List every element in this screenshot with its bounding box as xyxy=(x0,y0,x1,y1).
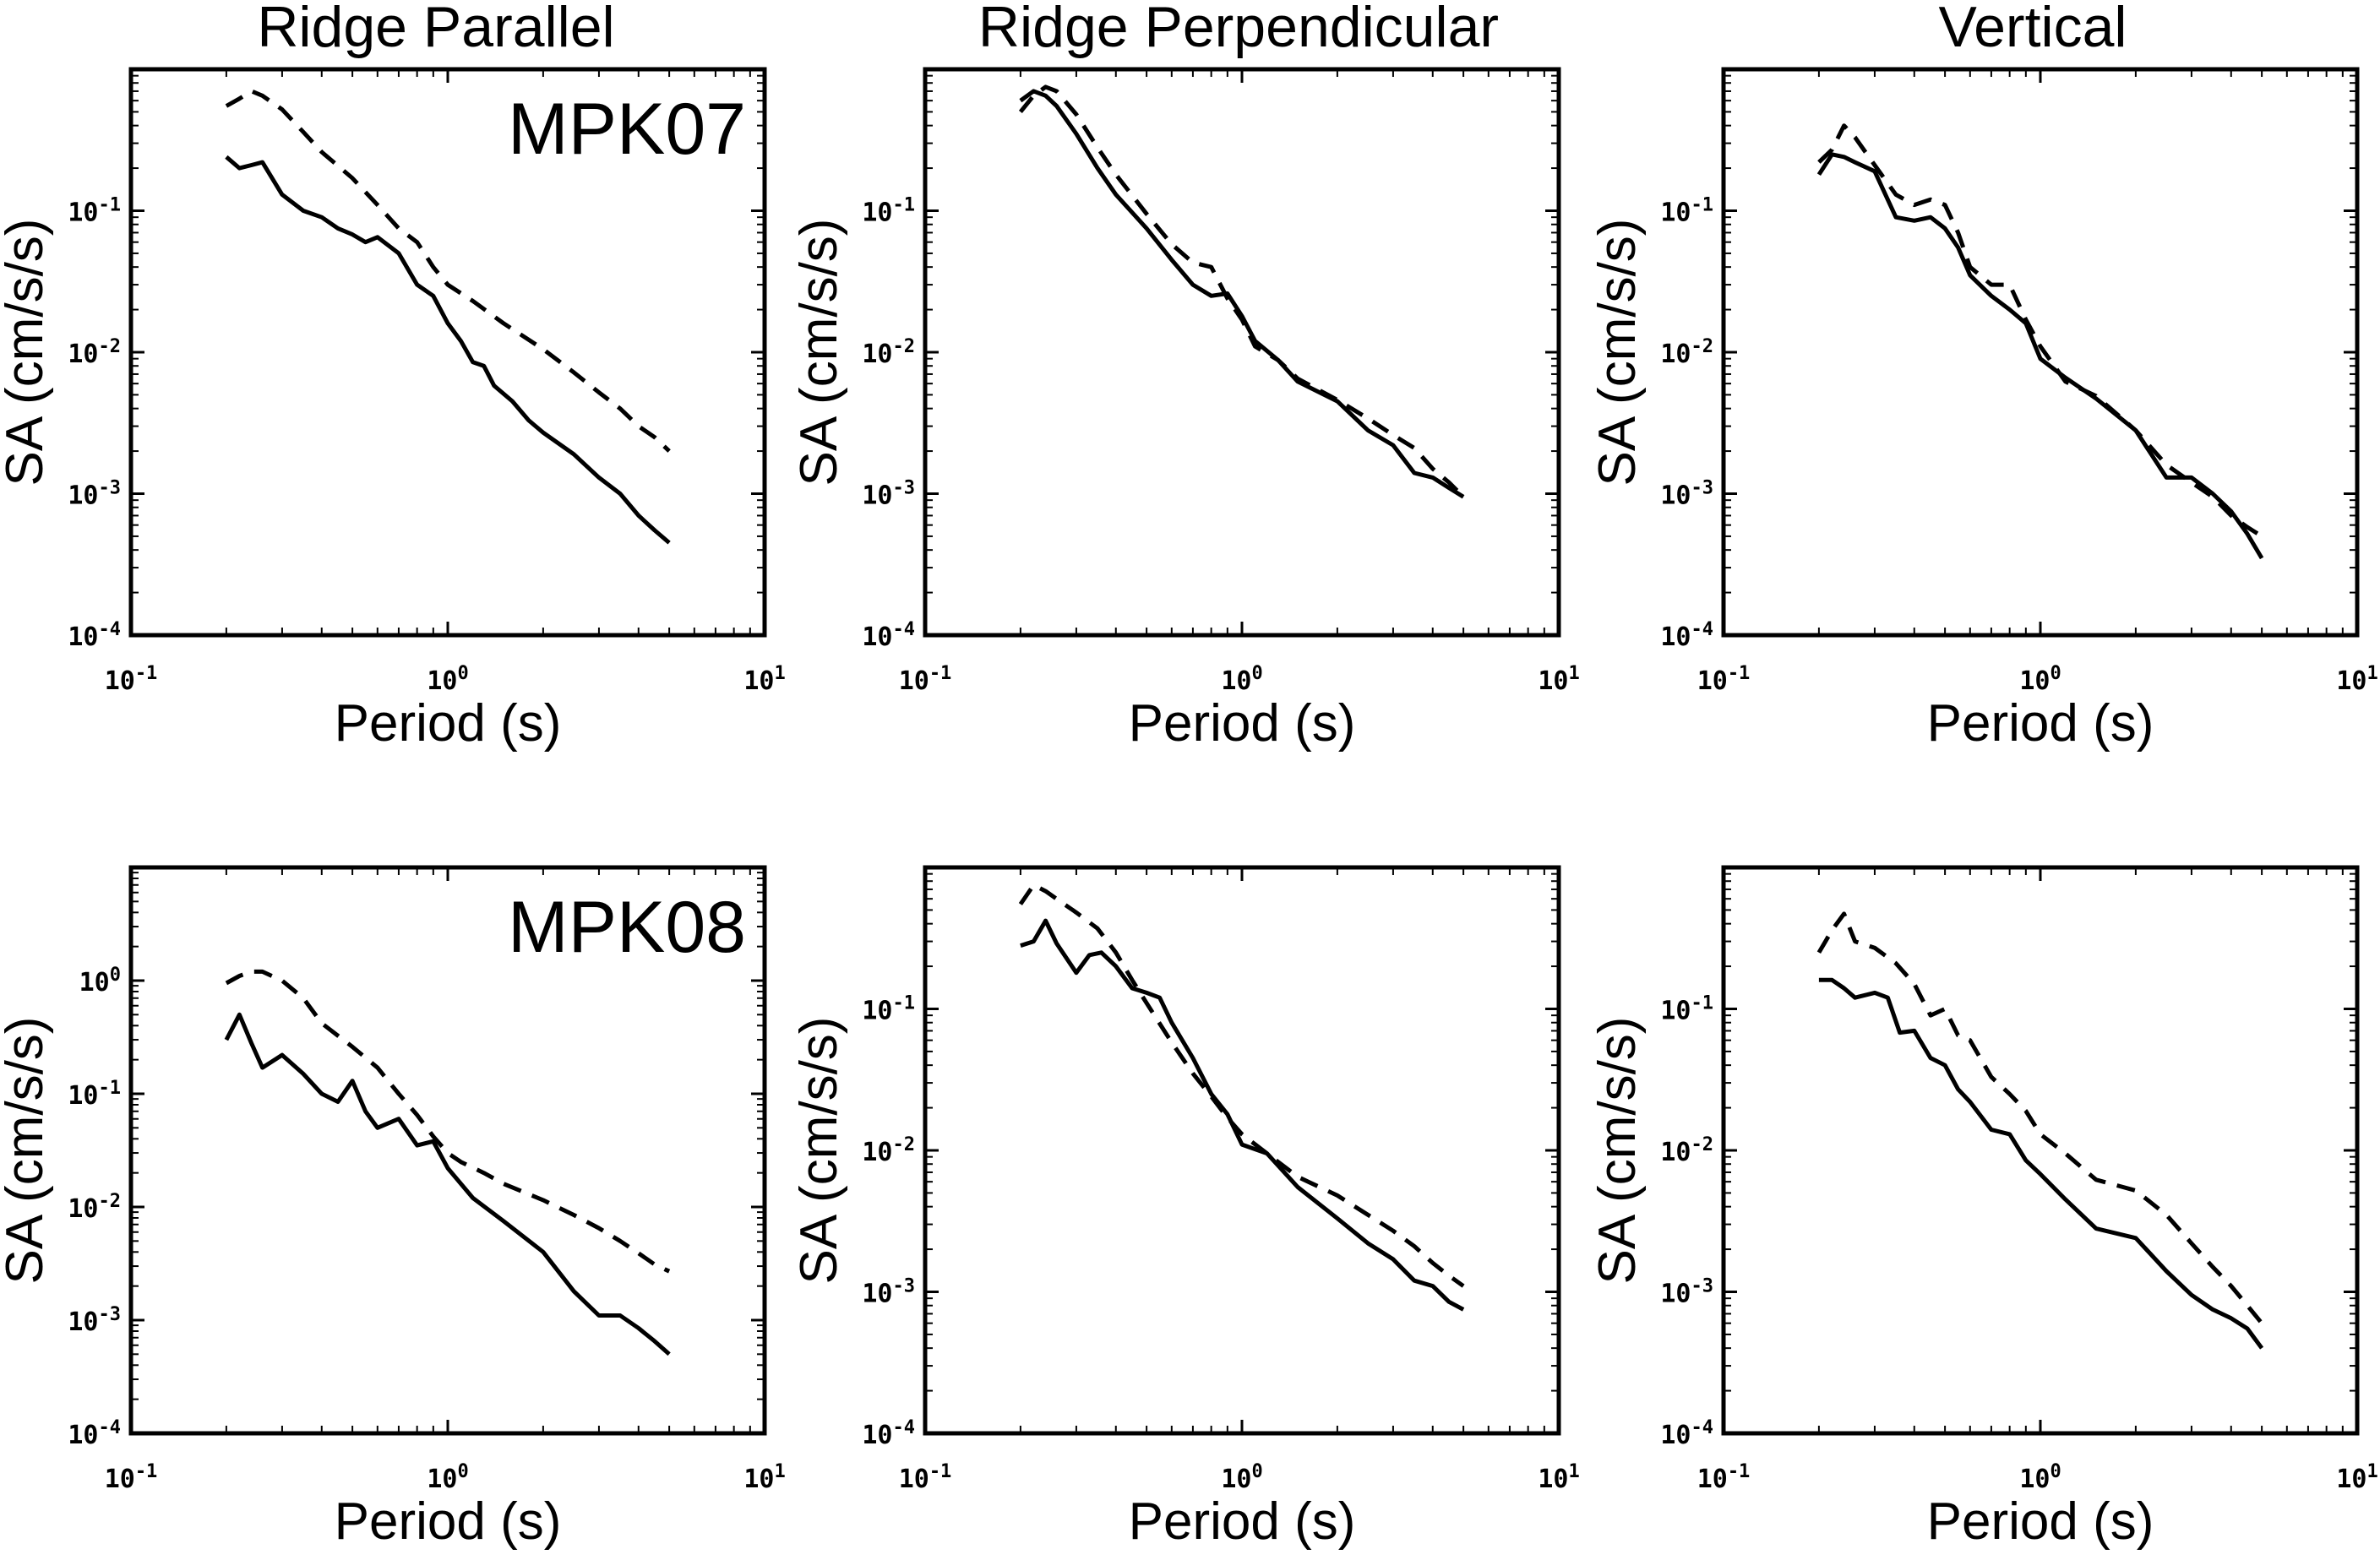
y-axis-label: SA (cm/s/s) xyxy=(0,219,54,486)
y-tick-label: 10-4 xyxy=(862,619,915,652)
x-tick-label: 100 xyxy=(427,1461,468,1494)
series-line-solid xyxy=(224,1012,671,1356)
x-tick-label: 101 xyxy=(1538,663,1579,696)
x-tick-label: 101 xyxy=(743,1461,785,1494)
y-tick-label: 10-1 xyxy=(862,195,915,228)
y-tick-label: 10-1 xyxy=(862,993,915,1026)
plot-frame xyxy=(128,865,767,1436)
plot-frame xyxy=(923,67,1561,638)
y-tick-label: 10-4 xyxy=(68,1417,121,1450)
y-tick-label: 10-3 xyxy=(68,1304,121,1337)
y-tick-label: 10-2 xyxy=(862,336,915,369)
y-axis-label: SA (cm/s/s) xyxy=(1588,219,1647,486)
x-tick-label: 101 xyxy=(2336,663,2377,696)
series-line-dashed xyxy=(225,969,671,1274)
x-tick-label: 100 xyxy=(1221,1461,1262,1494)
y-tick-label: 10-2 xyxy=(1660,1134,1713,1167)
x-axis-label: Period (s) xyxy=(1927,694,2154,753)
x-tick-label: 10-1 xyxy=(899,1461,952,1494)
x-tick-label: 10-1 xyxy=(105,1461,158,1494)
chart-panel-4: 10-1 100 101 10-4 10-3 10-2 10-1 Period (s) SA (… xyxy=(790,865,1580,1551)
x-axis-label: Period (s) xyxy=(335,694,562,753)
x-tick-label: 100 xyxy=(2019,663,2061,696)
series-line-dashed xyxy=(1816,911,2264,1325)
y-tick-label: 10-4 xyxy=(1660,619,1713,652)
panels: 10-1 100 101 10-4 10-3 10-2 10-1 Period (s) SA (… xyxy=(0,67,2378,1551)
x-tick-label: 101 xyxy=(2336,1461,2377,1494)
chart-panel-5: 10-1 100 101 10-4 10-3 10-2 10-1 Period (s) SA (… xyxy=(1588,865,2378,1551)
column-title-ridge-perpendicular: Ridge Perpendicular xyxy=(978,0,1499,59)
station-label: MPK08 xyxy=(508,887,746,968)
x-tick-label: 10-1 xyxy=(899,663,952,696)
x-tick-label: 101 xyxy=(743,663,785,696)
y-tick-label: 10-3 xyxy=(862,1276,915,1309)
series-line-solid xyxy=(1818,977,2264,1350)
x-tick-label: 10-1 xyxy=(1697,1461,1751,1494)
y-tick-label: 10-4 xyxy=(1660,1417,1713,1450)
chart-panel-1: 10-1 100 101 10-4 10-3 10-2 10-1 Period (s) SA (… xyxy=(790,67,1580,753)
y-tick-label: 10-2 xyxy=(1660,336,1713,369)
y-tick-label: 10-3 xyxy=(862,478,915,511)
x-tick-label: 100 xyxy=(2019,1461,2061,1494)
y-tick-label: 10-4 xyxy=(68,619,121,652)
y-tick-label: 10-3 xyxy=(1660,478,1713,511)
x-tick-label: 10-1 xyxy=(105,663,158,696)
plot-frame xyxy=(1721,865,2360,1436)
series-line-solid xyxy=(225,155,671,545)
x-axis-label: Period (s) xyxy=(1129,694,1356,753)
series-line-solid xyxy=(1816,152,2264,560)
y-axis-label: SA (cm/s/s) xyxy=(790,219,848,486)
plot-frame xyxy=(923,865,1561,1436)
station-label: MPK07 xyxy=(508,89,746,170)
y-tick-label: 10-2 xyxy=(68,336,121,369)
x-axis-label: Period (s) xyxy=(1927,1492,2154,1551)
plot-frame xyxy=(128,67,767,638)
y-tick-label: 10-1 xyxy=(1660,993,1713,1026)
y-tick-label: 10-1 xyxy=(68,195,121,228)
series-line-dashed xyxy=(1817,123,2263,539)
chart-panel-0: 10-1 100 101 10-4 10-3 10-2 10-1 Period (s) SA (… xyxy=(0,67,786,753)
y-tick-label: 10-3 xyxy=(68,478,121,511)
y-tick-label: 10-1 xyxy=(1660,195,1713,228)
x-tick-label: 101 xyxy=(1538,1461,1579,1494)
series-line-dashed xyxy=(1018,84,1465,498)
series-line-solid xyxy=(1020,918,1465,1312)
y-tick-label: 10-2 xyxy=(862,1134,915,1167)
x-tick-label: 100 xyxy=(427,663,468,696)
y-axis-label: SA (cm/s/s) xyxy=(0,1017,54,1285)
x-tick-label: 10-1 xyxy=(1697,663,1751,696)
x-axis-label: Period (s) xyxy=(335,1492,562,1551)
y-axis-label: SA (cm/s/s) xyxy=(790,1017,848,1285)
plot-frame xyxy=(1721,67,2360,638)
y-axis-label: SA (cm/s/s) xyxy=(1588,1017,1647,1285)
x-tick-label: 100 xyxy=(1221,663,1262,696)
y-tick-label: 10-4 xyxy=(862,1417,915,1450)
column-title-ridge-parallel: Ridge Parallel xyxy=(257,0,614,59)
y-tick-label: 10-3 xyxy=(1660,1276,1713,1309)
series-line-dashed xyxy=(1018,883,1465,1288)
series-line-solid xyxy=(1019,89,1465,499)
chart-panel-2: 10-1 100 101 10-4 10-3 10-2 10-1 Period (s) SA (… xyxy=(1588,67,2378,753)
column-title-vertical: Vertical xyxy=(1939,0,2127,59)
x-axis-label: Period (s) xyxy=(1129,1492,1356,1551)
y-tick-label: 10-1 xyxy=(68,1078,121,1111)
y-tick-label: 10-2 xyxy=(68,1191,121,1224)
y-tick-label: 100 xyxy=(79,965,121,997)
